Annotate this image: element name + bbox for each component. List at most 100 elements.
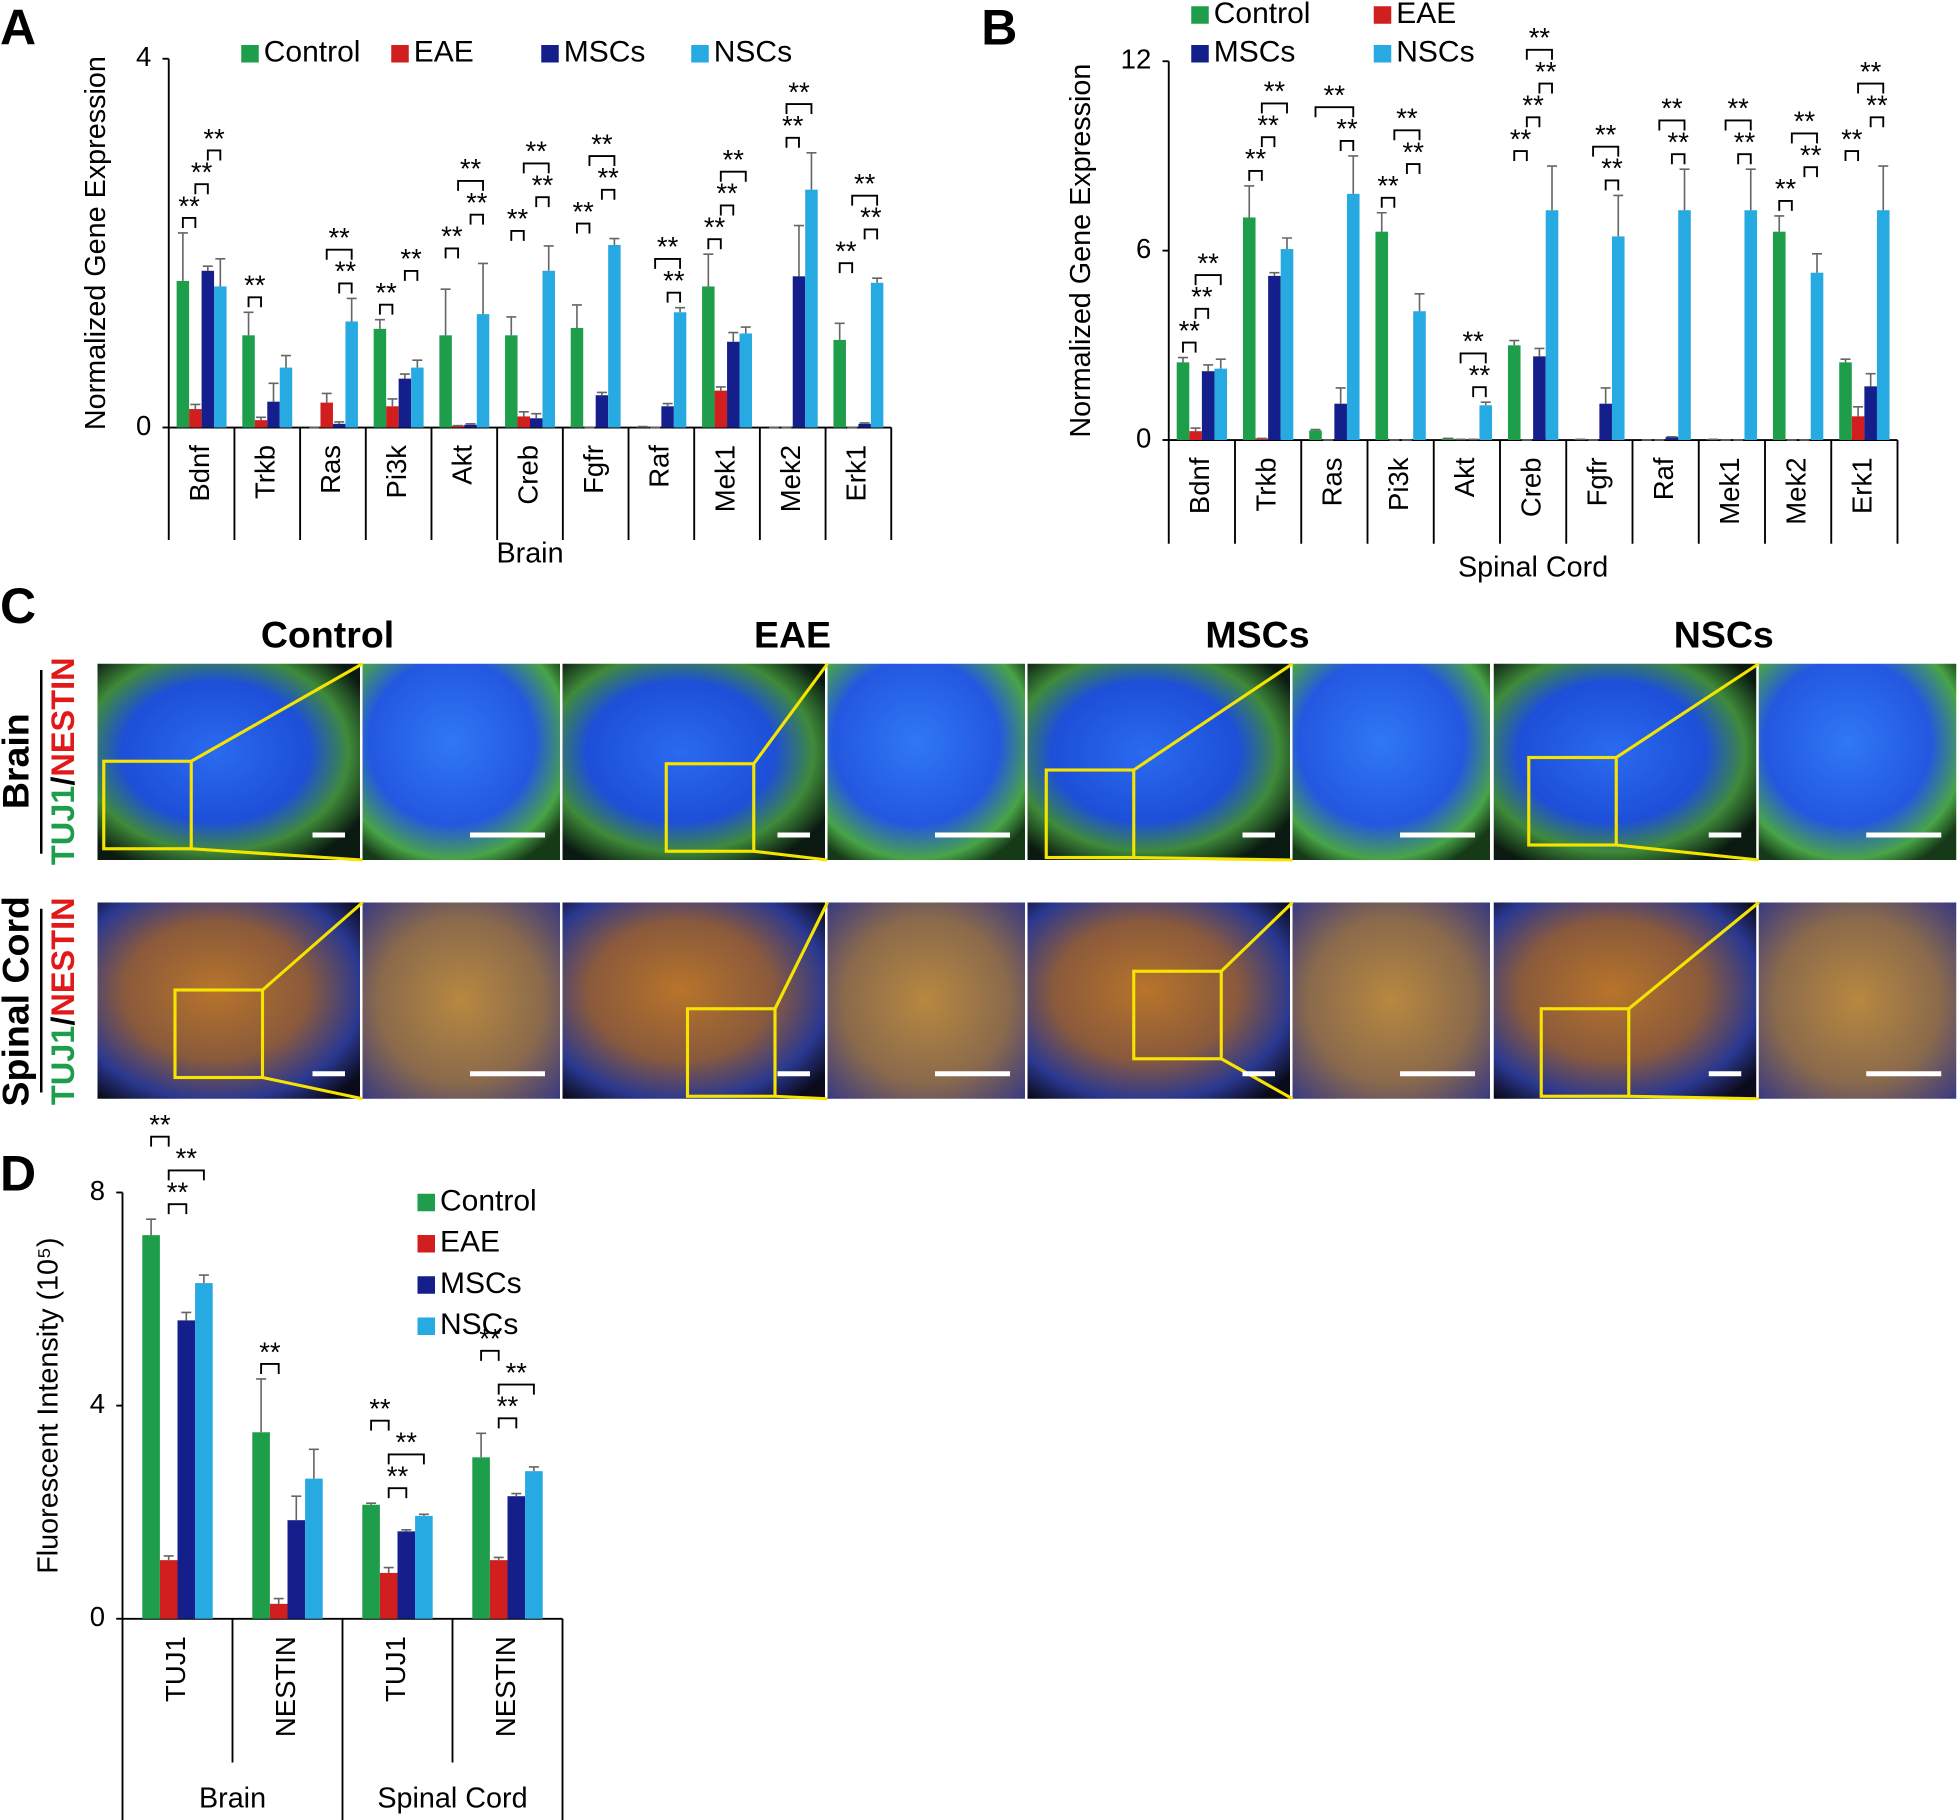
- bar: [805, 189, 818, 428]
- bar: [661, 406, 674, 428]
- legend-swatch: [1191, 6, 1209, 24]
- bar: [1201, 371, 1215, 440]
- group-label: Brain: [199, 1783, 266, 1815]
- significance-label: **: [460, 153, 482, 184]
- error-bar: [1310, 428, 1321, 431]
- significance-label: **: [1734, 126, 1756, 157]
- error-bar: [387, 398, 398, 407]
- significance-label: **: [591, 128, 613, 159]
- bar: [1545, 210, 1559, 440]
- error-bar: [493, 1556, 504, 1561]
- bar: [792, 276, 806, 428]
- significance-label: **: [1245, 143, 1267, 174]
- significance-bracket: [387, 1453, 425, 1465]
- significance-bracket: [260, 1363, 280, 1374]
- legend-label: EAE: [1396, 0, 1456, 30]
- zoom-box: [1539, 1007, 1631, 1098]
- significance-bracket: [863, 228, 879, 240]
- bar: [1176, 362, 1190, 440]
- micrograph: [1493, 902, 1757, 1099]
- error-bar: [1376, 211, 1387, 232]
- x-tick-label: Trkb: [1250, 458, 1281, 512]
- bar: [195, 1283, 213, 1619]
- significance-bracket: [1525, 116, 1541, 128]
- panel-label: A: [0, 0, 36, 55]
- bar: [1189, 431, 1202, 440]
- zoom-box: [1527, 755, 1618, 847]
- significance-label: **: [597, 162, 619, 193]
- error-bar: [1613, 194, 1624, 237]
- significance-bracket: [1339, 140, 1355, 151]
- significance-label: **: [1377, 170, 1399, 201]
- significance-label: **: [860, 202, 882, 233]
- zoom-line: [753, 849, 828, 862]
- significance-bracket: [1393, 129, 1421, 141]
- significance-bracket: [719, 204, 735, 216]
- significance-bracket: [1182, 341, 1197, 353]
- x-tick-label: TUJ1: [380, 1636, 411, 1702]
- x-tick-label: Pi3k: [1383, 457, 1414, 511]
- significance-bracket: [588, 155, 616, 167]
- error-bar: [528, 1466, 539, 1472]
- bar: [517, 416, 530, 428]
- error-bar: [268, 382, 279, 402]
- bar: [451, 425, 465, 428]
- significance-bracket: [167, 1169, 205, 1181]
- zoom-line: [1616, 843, 1759, 862]
- significance-bracket: [522, 162, 550, 174]
- significance-label: **: [723, 144, 745, 175]
- error-bar: [308, 1448, 319, 1479]
- significance-bracket: [444, 247, 460, 259]
- legend-swatch: [417, 1235, 435, 1253]
- significance-label: **: [1396, 103, 1418, 134]
- significance-bracket: [387, 1487, 408, 1499]
- significance-label: **: [1336, 113, 1358, 144]
- significance-label: **: [1775, 173, 1797, 204]
- legend-swatch: [1373, 45, 1392, 63]
- bar: [177, 1320, 196, 1619]
- significance-bracket: [1260, 136, 1276, 148]
- legend-label: MSCs: [440, 1267, 522, 1300]
- error-bar: [1269, 271, 1280, 276]
- significance-label: **: [663, 265, 685, 296]
- significance-label: **: [178, 190, 200, 221]
- significance-bracket: [1803, 166, 1818, 178]
- error-bar: [291, 1495, 302, 1521]
- zoom-box: [1044, 768, 1136, 860]
- bar: [1810, 272, 1824, 440]
- significance-bracket: [1459, 352, 1487, 364]
- error-bar: [1177, 356, 1188, 363]
- error-bar: [703, 253, 714, 287]
- significance-label: **: [387, 1460, 409, 1491]
- x-tick-label: Akt: [1449, 457, 1480, 497]
- error-bar: [399, 373, 410, 379]
- significance-label: **: [716, 178, 738, 209]
- significance-label: **: [400, 243, 422, 274]
- error-bar: [1509, 339, 1520, 346]
- y-tick-label: 0: [90, 1601, 105, 1632]
- bar: [530, 418, 543, 428]
- zoom-line: [191, 847, 363, 862]
- bar: [279, 367, 293, 428]
- bar: [1309, 430, 1322, 440]
- y-tick-label: 0: [136, 410, 151, 441]
- significance-bracket: [150, 1135, 170, 1147]
- y-tick-label: 6: [1136, 233, 1151, 264]
- bar: [1864, 386, 1877, 440]
- group-label: EAE: [754, 613, 831, 655]
- error-bar: [675, 306, 686, 313]
- error-bar: [280, 354, 291, 368]
- significance-bracket: [1592, 145, 1620, 157]
- bar: [505, 335, 518, 428]
- y-axis-label: Normalized Gene Expression: [1065, 64, 1097, 438]
- x-tick-label: Creb: [1515, 458, 1546, 518]
- zoom-line: [261, 901, 364, 992]
- error-bar: [256, 1378, 267, 1433]
- bar: [1839, 362, 1852, 440]
- y-tick-label: 8: [90, 1175, 105, 1206]
- error-bar: [518, 411, 529, 417]
- significance-bracket: [1869, 116, 1885, 128]
- error-bar: [511, 1492, 522, 1497]
- significance-bracket: [1778, 199, 1793, 211]
- bar: [1479, 405, 1493, 440]
